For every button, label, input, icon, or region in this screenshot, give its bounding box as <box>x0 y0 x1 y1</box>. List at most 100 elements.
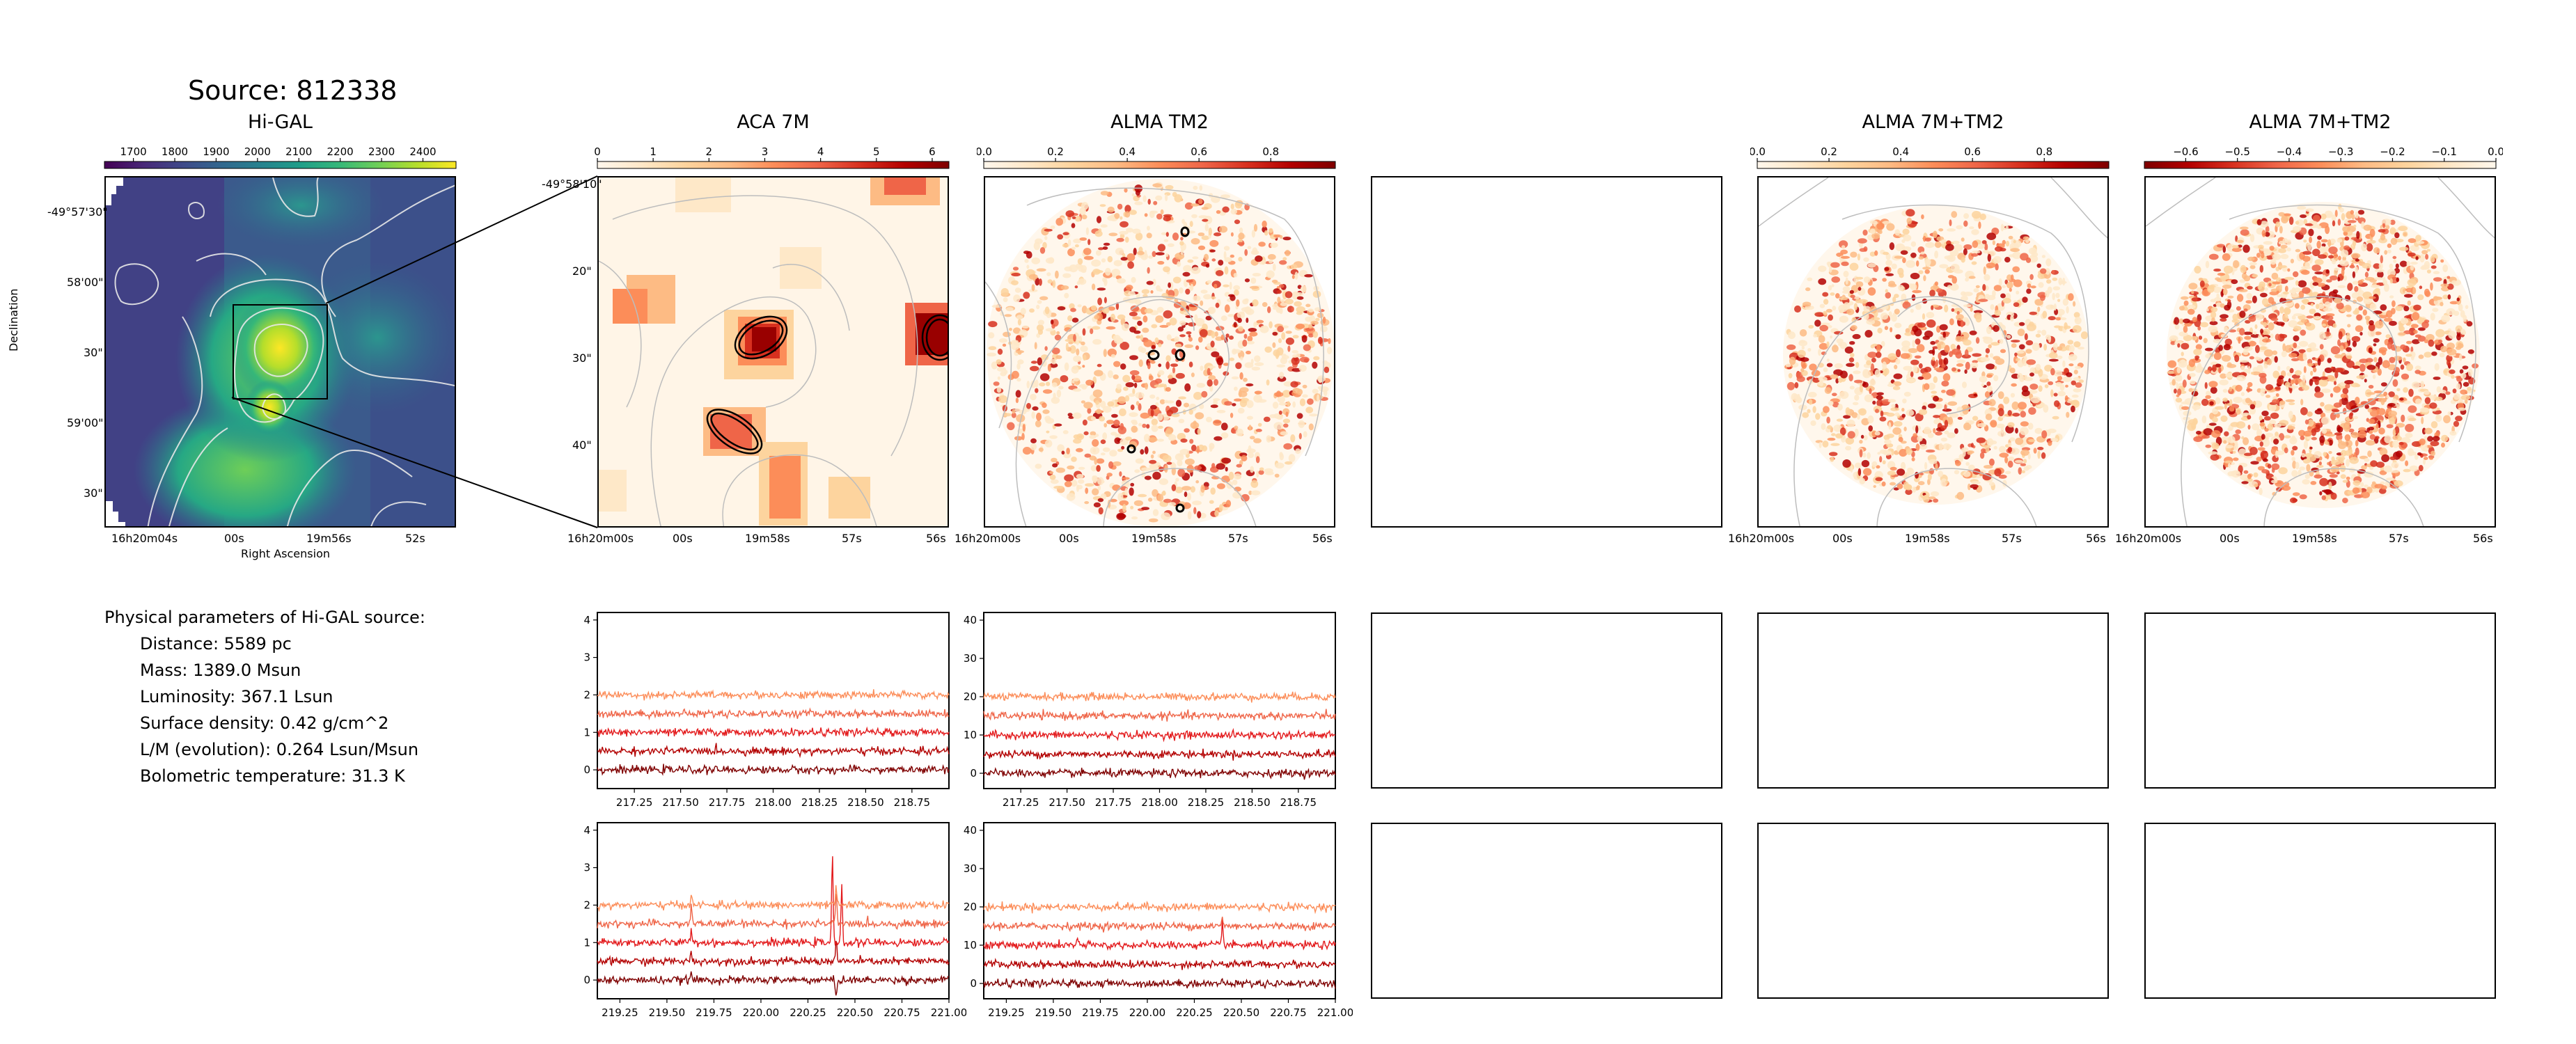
param-lm-ratio: L/M (evolution): 0.264 Lsun/Msun <box>140 740 419 759</box>
panel-title-higal: Hi-GAL <box>248 111 313 133</box>
params-heading: Physical parameters of Hi-GAL source: <box>104 608 425 627</box>
colorbar-tick-label: 0.8 <box>1262 145 1279 158</box>
spectrum-line <box>983 958 1336 970</box>
colorbar-tick-label: 6 <box>929 145 936 158</box>
spectrum-aca-row1: 0 1 2 3 4 217.25 217.50 217.75 218.00 218.25 218.5… <box>583 612 950 809</box>
combo-xtick: 16h20m00s <box>1728 532 1795 545</box>
higal-ytick: 59'00" <box>67 416 104 429</box>
x-tick-label: 219.25 <box>602 1006 638 1019</box>
colorbar-tick-label: 0.2 <box>1047 145 1064 158</box>
spectrum-line <box>983 901 1336 915</box>
y-tick-label: 2 <box>583 899 590 911</box>
x-tick-label: 218.50 <box>1234 796 1271 809</box>
combo-neg-xtick: 00s <box>2220 532 2240 545</box>
colorbar-tick-label: 2200 <box>327 145 354 158</box>
x-tick-label: 218.75 <box>1280 796 1317 809</box>
x-tick-label: 217.50 <box>1049 796 1085 809</box>
empty-spectrum-frame <box>1757 612 2109 789</box>
colorbar-tm2: 0.0 0.2 0.4 0.6 0.8 <box>977 145 1336 169</box>
x-tick-label: 217.25 <box>1003 796 1039 809</box>
spectrum-line <box>597 707 950 720</box>
aca-ytick: 30" <box>572 351 592 365</box>
higal-xtick: 52s <box>405 532 425 545</box>
colorbar-gradient <box>2144 161 2497 169</box>
x-tick-label: 219.75 <box>1082 1006 1119 1019</box>
spectrum-tm2-row2: 0 10 20 30 40 219.25 219.50 219.75 220.00 220.25 2… <box>964 822 1353 1019</box>
tm2-xtick: 56s <box>1312 532 1333 545</box>
spectrum-line <box>983 691 1336 703</box>
colorbar-tick-label: 2300 <box>368 145 395 158</box>
spectrum-line <box>983 748 1336 761</box>
y-tick-label: 40 <box>964 614 977 626</box>
colorbar-tick-label: 0 <box>594 145 601 158</box>
spectrum-frame <box>983 612 1336 789</box>
empty-map <box>1371 176 1722 528</box>
x-tick-label: 220.50 <box>1223 1006 1260 1019</box>
aca-ytick: 20" <box>572 264 592 278</box>
higal-ytick: 58'00" <box>67 276 104 289</box>
y-tick-label: 0 <box>970 767 977 780</box>
x-tick-label: 220.25 <box>1176 1006 1213 1019</box>
spectrum-line <box>597 856 950 949</box>
colorbar-tick-label: 0.4 <box>1119 145 1136 158</box>
colorbar-tick-label: −0.3 <box>2328 145 2353 158</box>
higal-map <box>104 176 456 528</box>
y-tick-label: 40 <box>964 824 977 837</box>
colorbar-gradient <box>983 161 1336 169</box>
spectrum-line <box>983 917 1336 933</box>
colorbar-combo-neg: −0.6 −0.5 −0.4 −0.3 −0.2 −0.1 0.0 <box>2144 145 2503 169</box>
tm2-xtick: 19m58s <box>1131 532 1177 545</box>
colorbar-tick-label: 0.8 <box>2036 145 2052 158</box>
y-tick-label: 30 <box>964 652 977 665</box>
tm2-map <box>984 176 1335 528</box>
colorbar-tick-label: 1800 <box>162 145 188 158</box>
spectrum-line <box>983 709 1336 722</box>
spectrum-line <box>597 885 950 912</box>
panel-title-combo-neg: ALMA 7M+TM2 <box>2249 111 2392 133</box>
source-title: Source: 812338 <box>188 75 398 106</box>
colorbar-tick-label: 0.4 <box>1892 145 1909 158</box>
y-tick-label: 10 <box>964 729 977 741</box>
empty-spectrum-frame <box>2144 823 2496 999</box>
combo-image <box>1759 177 2107 526</box>
y-tick-label: 2 <box>583 688 590 701</box>
spectrum-line <box>597 893 950 930</box>
aca-xtick: 00s <box>673 532 693 545</box>
param-distance: Distance: 5589 pc <box>140 634 292 654</box>
y-tick-label: 0 <box>970 977 977 990</box>
x-tick-label: 218.00 <box>1141 796 1178 809</box>
x-tick-label: 217.25 <box>616 796 653 809</box>
colorbar-tick-label: −0.1 <box>2432 145 2457 158</box>
colorbar-tick-label: 0.6 <box>1964 145 1981 158</box>
x-tick-label: 220.25 <box>790 1006 826 1019</box>
colorbar-tick-label: 1900 <box>203 145 229 158</box>
x-tick-label: 219.50 <box>1035 1006 1072 1019</box>
panel-title-combo: ALMA 7M+TM2 <box>1862 111 2004 133</box>
colorbar-tick-label: 0.0 <box>977 145 992 158</box>
combo-xtick: 19m58s <box>1905 532 1950 545</box>
spectrum-line <box>597 743 950 759</box>
colorbar-combo: 0.0 0.2 0.4 0.6 0.8 <box>1750 145 2110 169</box>
colorbar-tick-label: 1700 <box>120 145 146 158</box>
colorbar-higal: 1700 1800 1900 2000 2100 2200 2300 2400 <box>104 145 457 169</box>
spectrum-line <box>597 971 950 996</box>
colorbar-tick-label: 3 <box>762 145 769 158</box>
y-tick-label: 1 <box>583 936 590 949</box>
tm2-xtick: 16h20m00s <box>955 532 1021 545</box>
empty-spectrum-frame <box>1371 612 1722 789</box>
x-tick-label: 218.25 <box>1188 796 1225 809</box>
combo-map <box>1757 176 2109 528</box>
combo-neg-xtick: 16h20m00s <box>2115 532 2182 545</box>
x-tick-label: 220.00 <box>743 1006 780 1019</box>
x-tick-label: 220.00 <box>1129 1006 1166 1019</box>
param-luminosity: Luminosity: 367.1 Lsun <box>140 687 333 706</box>
x-tick-label: 217.75 <box>1095 796 1132 809</box>
spectrum-line <box>983 727 1336 743</box>
x-tick-label: 221.00 <box>1317 1006 1353 1019</box>
higal-ytick: -49°57'30" <box>47 205 108 219</box>
higal-xtick: 19m56s <box>306 532 352 545</box>
x-tick-label: 218.25 <box>801 796 838 809</box>
combo-xtick: 57s <box>2002 532 2022 545</box>
y-tick-label: 20 <box>964 901 977 913</box>
spectrum-line <box>597 764 950 776</box>
